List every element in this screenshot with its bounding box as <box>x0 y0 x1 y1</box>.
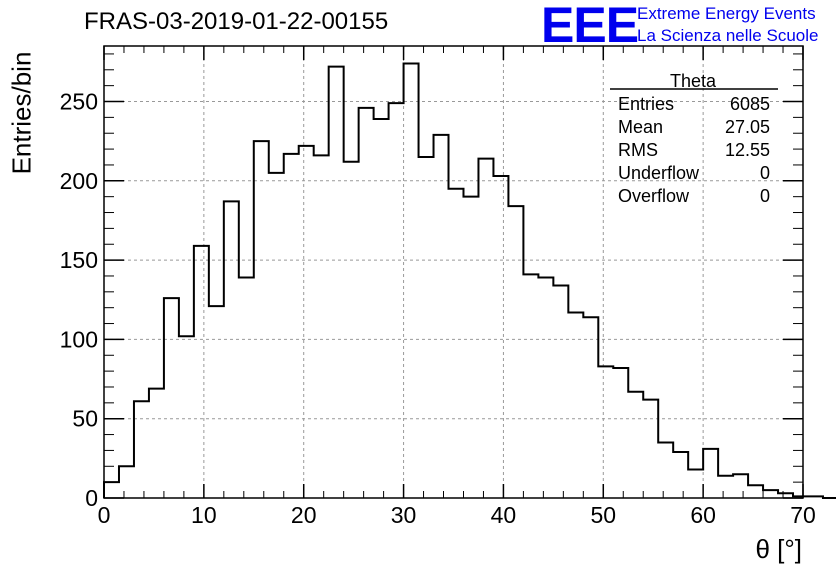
plot-title: FRAS-03-2019-01-22-00155 <box>84 8 389 35</box>
tick-labels: 0 10 20 30 40 50 60 70 0 50 100 150 200 250 <box>60 89 816 528</box>
stats-box-title: Theta <box>669 71 717 91</box>
stat-value-rms: 12.55 <box>724 140 770 160</box>
grid-lines <box>104 46 803 498</box>
x-tick-label: 70 <box>790 502 816 528</box>
eee-logo-line2: La Scienza nelle Scuole <box>637 26 819 45</box>
y-tick-label: 100 <box>60 326 98 352</box>
stat-value-overflow: 0 <box>759 186 770 206</box>
x-tick-label: 20 <box>291 502 317 528</box>
eee-logo-line1: Extreme Energy Events <box>637 4 816 23</box>
y-tick-label: 50 <box>72 406 98 432</box>
y-axis-label: Entries/bin <box>6 51 37 175</box>
stat-value-mean: 27.05 <box>724 117 770 137</box>
x-tick-label: 30 <box>391 502 417 528</box>
stat-value-entries: 6085 <box>729 94 770 114</box>
stat-label-entries: Entries <box>618 94 675 114</box>
x-axis-label: θ [°] <box>755 534 802 564</box>
x-tick-label: 40 <box>491 502 517 528</box>
stat-label-rms: RMS <box>618 140 658 160</box>
stat-label-mean: Mean <box>618 117 664 137</box>
axis-ticks <box>103 46 804 499</box>
y-tick-label: 250 <box>60 89 98 115</box>
x-tick-label: 50 <box>590 502 616 528</box>
eee-logo-mark: EEE <box>541 0 639 53</box>
x-tick-label: 10 <box>191 502 217 528</box>
y-tick-label: 200 <box>60 168 98 194</box>
y-tick-label: 0 <box>85 485 98 511</box>
y-tick-label: 150 <box>60 247 98 273</box>
stat-value-underflow: 0 <box>759 163 770 183</box>
stat-label-overflow: Overflow <box>618 186 690 206</box>
x-tick-label: 0 <box>98 502 111 528</box>
stat-label-underflow: Underflow <box>618 163 700 183</box>
x-tick-label: 60 <box>690 502 716 528</box>
histogram-outline <box>103 62 836 499</box>
plot-frame <box>103 45 804 499</box>
